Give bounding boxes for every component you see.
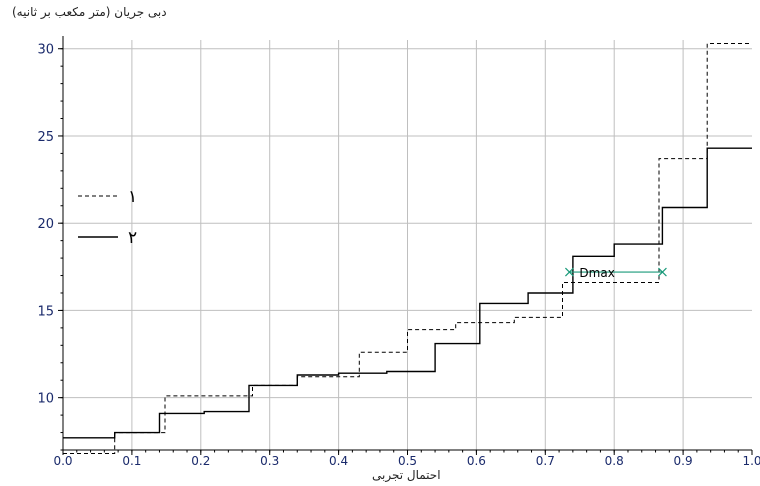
dmax-annotation: Dmax	[564, 266, 667, 280]
dmax-endpoint-marker	[658, 267, 667, 277]
series-1-line	[63, 43, 752, 454]
axis-ticks	[58, 36, 753, 455]
x-axis-label: احتمال تجربی	[372, 468, 441, 482]
x-tick-label: 0.7	[536, 454, 555, 468]
y-tick-label: 25	[37, 130, 54, 145]
legend-label-1: ۱	[128, 187, 137, 207]
x-tick-label: 0.0	[53, 454, 72, 468]
dmax-endpoint-marker	[564, 267, 574, 277]
grid-lines	[63, 40, 752, 450]
x-tick-label: 0.3	[260, 454, 279, 468]
series-lines	[63, 43, 752, 454]
legend: ۱۲	[78, 187, 137, 248]
x-tick-label: 0.2	[191, 454, 210, 468]
dmax-label: Dmax	[579, 266, 614, 280]
y-axis-label: دبی جریان (متر مکعب بر ثانیه)	[12, 5, 167, 19]
legend-label-2: ۲	[128, 228, 137, 248]
x-tick-label: 0.9	[674, 454, 693, 468]
series-2-line	[63, 147, 752, 439]
x-tick-label: 0.4	[329, 454, 348, 468]
x-tick-label: 0.1	[122, 454, 141, 468]
x-tick-label: 0.5	[398, 454, 417, 468]
x-tick-label: 0.6	[467, 454, 486, 468]
x-tick-label: 1.0	[742, 454, 760, 468]
y-tick-label: 15	[37, 304, 54, 319]
y-tick-label: 30	[37, 43, 54, 58]
y-tick-label: 10	[37, 392, 54, 407]
y-tick-label: 20	[37, 217, 54, 232]
x-tick-label: 0.8	[605, 454, 624, 468]
tick-labels: 0.0 0.1 0.2 0.3 0.4 0.5 0.6 0.7 0.8 0.9 1.0 10 15 20 2…	[37, 43, 760, 468]
